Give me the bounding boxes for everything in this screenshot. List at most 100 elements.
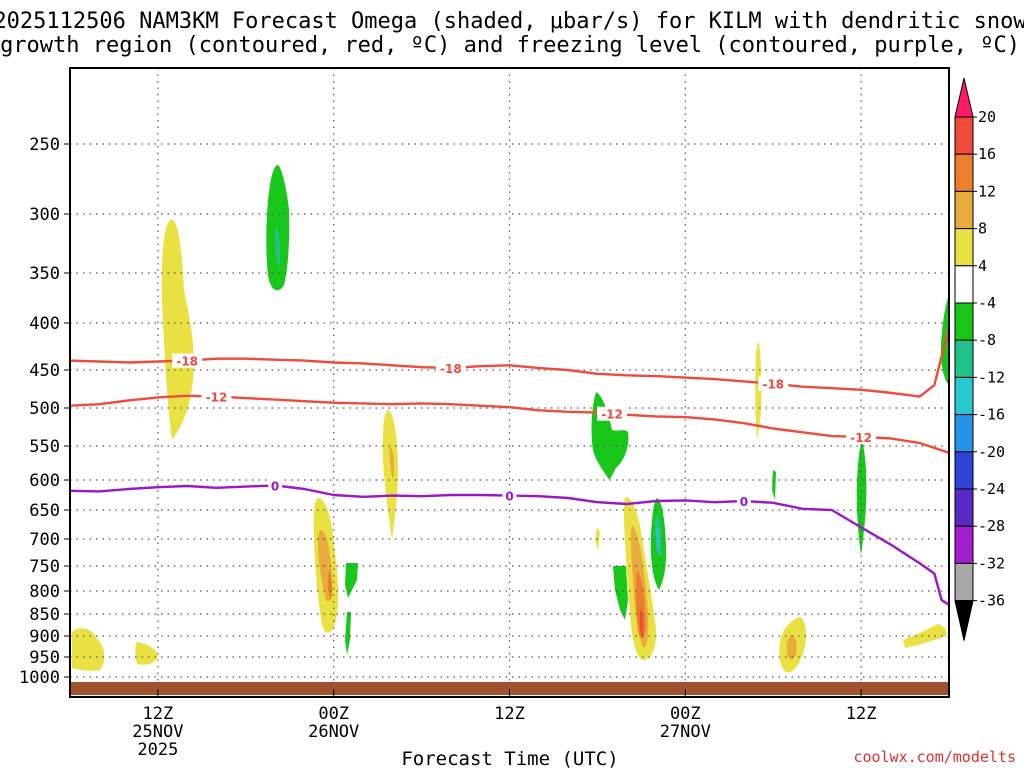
colorbar-label: 4 — [978, 257, 987, 275]
colorbar-label: -24 — [978, 480, 1005, 498]
colorbar-label: -32 — [978, 554, 1005, 572]
omega-positive-core — [786, 635, 797, 660]
colorbar-arrow-bottom — [954, 600, 974, 641]
y-tick-label: 400 — [29, 314, 60, 334]
ground-surface — [70, 682, 949, 695]
colorbar-label: 8 — [978, 220, 987, 238]
omega-negative-area — [266, 165, 290, 291]
omega-positive-area — [135, 642, 158, 665]
x-tick-label: 26NOV — [308, 722, 359, 742]
contour-label: -18 — [440, 362, 462, 376]
omega-positive-core — [389, 445, 394, 480]
colorbar-label: -12 — [978, 368, 1005, 386]
x-tick-label: 25NOV — [132, 722, 183, 742]
y-tick-label: 300 — [29, 205, 60, 225]
colorbar-swatch — [954, 488, 974, 527]
colorbar-swatch — [954, 414, 974, 453]
x-axis-title: Forecast Time (UTC) — [401, 748, 618, 768]
colorbar-label: 12 — [978, 182, 996, 200]
omega-negative-core — [275, 225, 280, 270]
y-tick-label: 250 — [29, 135, 60, 155]
omega-positive-core — [635, 570, 646, 638]
plot-area — [70, 68, 949, 697]
omega-negative-area — [345, 612, 351, 655]
colorbar-swatch — [954, 228, 974, 267]
y-tick-label: 750 — [29, 557, 60, 577]
colorbar-swatch — [954, 302, 974, 341]
omega-positive-area — [161, 219, 194, 440]
y-tick-label: 550 — [29, 437, 60, 457]
credit-text: coolwx.com/modelts — [853, 748, 1016, 766]
chart-title-line1: 2025112506 NAM3KM Forecast Omega (shaded… — [0, 9, 1024, 34]
contour-label-bg — [846, 429, 877, 444]
contour-label: -12 — [206, 391, 228, 405]
x-tick-label: 12Z — [494, 704, 525, 724]
x-tick-label: 12Z — [846, 704, 877, 724]
omega-positive-area — [903, 624, 947, 648]
x-tick-label: 2025 — [137, 740, 178, 760]
omega-negative-core — [656, 525, 660, 550]
colorbar-swatch — [954, 376, 974, 416]
y-tick-label: 500 — [29, 399, 60, 419]
gridlines — [70, 68, 949, 697]
colorbar-swatch — [954, 525, 974, 564]
contour-label-bg — [597, 406, 628, 421]
contour-label: -18 — [762, 378, 784, 392]
y-tick-label: 950 — [29, 648, 60, 668]
contour-line — [69, 327, 951, 398]
y-tick-label: 700 — [29, 530, 60, 550]
contour-label-bg — [268, 478, 283, 493]
colorbar-label: 20 — [978, 108, 996, 126]
colorbar-arrow-top — [954, 77, 974, 118]
contour-label-bg — [172, 353, 203, 368]
contour-label-bg — [758, 376, 789, 391]
contour-label: -18 — [176, 355, 198, 369]
x-tick-label: 00Z — [318, 704, 349, 724]
omega-positive-core — [639, 608, 644, 638]
y-tick-label: 850 — [29, 605, 60, 625]
contour-label: 0 — [505, 490, 513, 504]
contour-label-bg — [201, 389, 232, 404]
contour-label: 0 — [740, 495, 748, 509]
y-tick-label: 350 — [29, 264, 60, 284]
colorbar-swatch — [954, 265, 974, 304]
contour-label-bg — [736, 494, 751, 508]
omega-negative-area — [772, 470, 776, 500]
x-tick-label: 00Z — [670, 704, 701, 724]
colorbar-label: -20 — [978, 443, 1005, 461]
y-tick-label: 450 — [29, 361, 60, 381]
colorbar-label: 16 — [978, 145, 996, 163]
y-tick-label: 800 — [29, 582, 60, 602]
contour-label: -12 — [601, 408, 623, 422]
omega-negative-area — [613, 566, 628, 620]
colorbar: 20 16 12 8 4 -4 -8 -12 -16 -20 -24 -28 -32 -36 — [954, 77, 1005, 641]
colorbar-swatch — [954, 451, 974, 490]
colorbar-swatch — [954, 339, 974, 378]
temperature-contours: -18 -18 -18 -12 -12 -12 0 0 0 — [69, 327, 951, 606]
chart-title-line2: growth region (contoured, red, ºC) and f… — [0, 33, 1020, 58]
colorbar-label: -28 — [978, 517, 1005, 535]
y-axis: 2503003504004505005506006507007508008509… — [19, 135, 70, 688]
colorbar-label: -16 — [978, 406, 1005, 424]
omega-shading — [72, 165, 949, 673]
omega-positive-core — [327, 570, 333, 600]
contour-label-bg — [435, 361, 466, 376]
colorbar-swatch — [954, 116, 974, 155]
contour-line — [69, 484, 950, 606]
x-tick-label: 27NOV — [660, 722, 711, 742]
omega-positive-area — [72, 628, 105, 671]
colorbar-label: -4 — [978, 294, 996, 312]
colorbar-label: -8 — [978, 331, 996, 349]
contour-label: -12 — [850, 431, 872, 445]
colorbar-swatch — [954, 562, 974, 602]
colorbar-swatch — [954, 153, 974, 192]
colorbar-swatch — [954, 190, 974, 230]
contour-label: 0 — [271, 479, 279, 493]
omega-positive-area — [382, 410, 398, 540]
colorbar-label: -36 — [978, 592, 1005, 610]
omega-negative-area — [345, 563, 358, 598]
y-tick-label: 650 — [29, 501, 60, 521]
y-tick-label: 900 — [29, 627, 60, 647]
